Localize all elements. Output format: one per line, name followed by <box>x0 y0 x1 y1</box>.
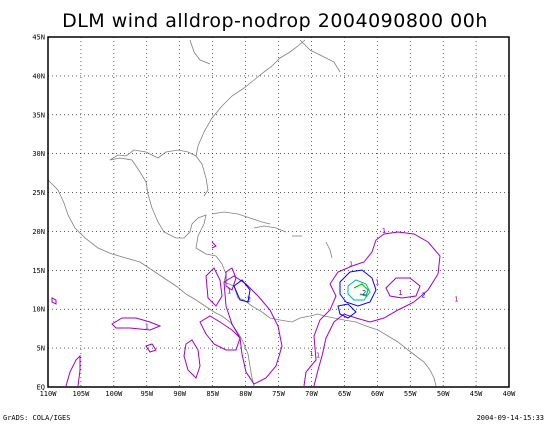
contour-label: 1 <box>227 288 231 296</box>
y-tick-label: 25N <box>32 189 45 197</box>
x-tick-label: 55W <box>404 390 417 398</box>
contour-label: 1 <box>375 278 379 286</box>
x-tick-label: 95W <box>140 390 153 398</box>
contour-label: 1 <box>309 350 313 358</box>
x-tick-label: 45W <box>470 390 483 398</box>
contour-label: 1 <box>398 289 402 297</box>
x-tick-label: 75W <box>272 390 285 398</box>
contours-level-1 <box>51 231 441 387</box>
contour-label: 1 <box>454 295 458 303</box>
y-tick-label: 40N <box>32 72 45 80</box>
y-tick-label: 45N <box>32 34 45 42</box>
y-tick-label: 20N <box>32 228 45 236</box>
contour-label: 1 <box>145 323 149 331</box>
contour-label: 2 <box>421 292 425 300</box>
x-tick-label: 65W <box>338 390 351 398</box>
x-tick-label: 90W <box>173 390 186 398</box>
y-tick-labels: EQ 5N 10N 15N 20N 25N 30N 35N 40N 45N <box>32 34 45 392</box>
x-tick-label: 70W <box>305 390 318 398</box>
y-tick-label: 5N <box>37 345 45 353</box>
contour-label: 1 <box>349 260 353 268</box>
x-tick-label: 80W <box>239 390 252 398</box>
x-tick-label: 85W <box>206 390 219 398</box>
x-tick-labels: 110W 105W 100W 95W 90W 85W 80W 75W 70W 65W 60W 55W 5… <box>40 390 517 398</box>
footer-left: GrADS: COLA/IGES <box>3 414 71 422</box>
x-tick-label: 50W <box>437 390 450 398</box>
y-tick-label: EQ <box>37 384 45 392</box>
coastlines <box>47 39 437 387</box>
y-tick-label: 30N <box>32 150 45 158</box>
grid-lines <box>48 37 509 387</box>
contours-level-3 <box>347 279 371 301</box>
contour-label: 1 <box>316 351 320 359</box>
contour-label: 2 <box>362 289 366 297</box>
x-tick-label: 40W <box>503 390 516 398</box>
map-frame <box>47 36 510 388</box>
contours-level-2 <box>233 269 377 319</box>
footer-right: 2004-09-14-15:33 <box>476 414 544 422</box>
y-tick-label: 10N <box>32 306 45 314</box>
x-tick-label: 60W <box>371 390 384 398</box>
x-tick-label: 110W <box>40 390 58 398</box>
x-tick-label: 105W <box>72 390 90 398</box>
contours-level-4 <box>353 283 369 297</box>
x-tick-label: 100W <box>105 390 123 398</box>
y-tick-label: 35N <box>32 111 45 119</box>
contour-label: 1 <box>382 227 386 235</box>
contour-label: 2 <box>247 295 251 303</box>
y-tick-label: 15N <box>32 267 45 275</box>
map-title: DLM wind alldrop-nodrop 2004090800 00h <box>62 10 488 32</box>
